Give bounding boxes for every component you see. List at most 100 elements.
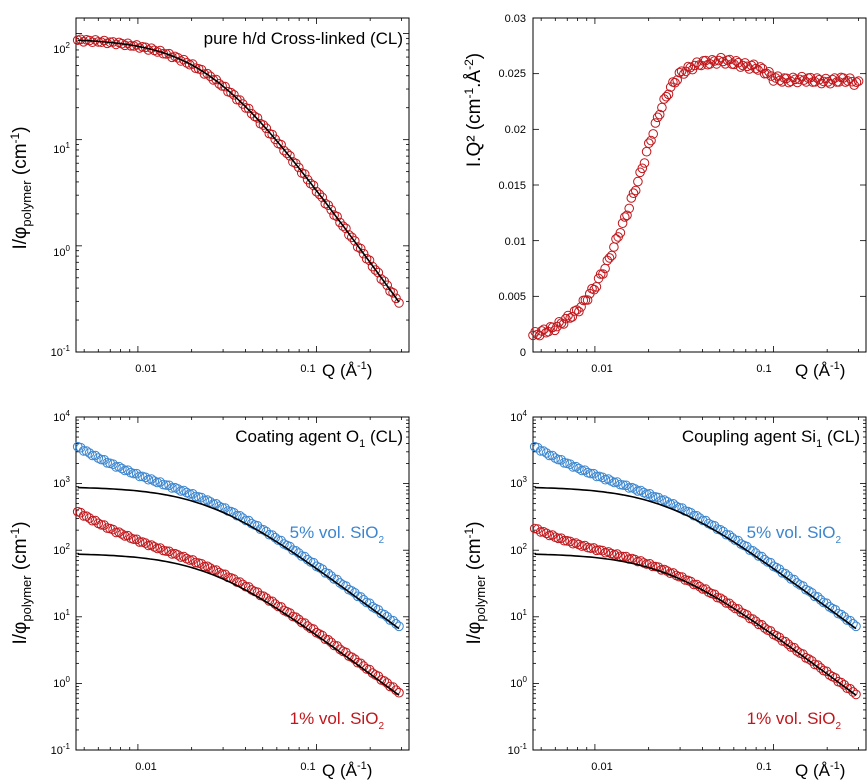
data-point: [117, 529, 127, 539]
data-point: [641, 146, 652, 157]
data-point: [131, 534, 142, 545]
data-point: [792, 646, 802, 656]
data-point: [108, 524, 118, 535]
data-point: [376, 274, 387, 284]
plot-frame: [75, 17, 410, 353]
y-tick-label: 102: [510, 542, 527, 557]
fit-line: [534, 553, 857, 696]
data-point: [394, 298, 404, 308]
data-point: [689, 579, 699, 590]
y-tick-label: 103: [53, 475, 70, 490]
data-point: [205, 71, 216, 82]
data-point: [96, 454, 107, 465]
y-tick-label: 100: [53, 675, 70, 690]
fit-line: [77, 486, 400, 630]
data-point: [541, 528, 552, 539]
fit-line: [534, 486, 857, 630]
data-point: [630, 484, 640, 494]
data-point: [804, 654, 814, 664]
data-point: [676, 66, 687, 76]
data-point: [755, 62, 766, 72]
data-point: [565, 459, 575, 470]
y-axis-label: I/φpolymer (cm-1): [462, 521, 488, 644]
data-point: [164, 480, 174, 491]
data-point: [588, 543, 599, 553]
data-point: [199, 69, 210, 79]
series-label-1pct: 1% vol. SiO2: [747, 709, 842, 732]
x-tick-label: 0.1: [756, 761, 771, 773]
data-point: [636, 485, 646, 496]
data-point: [647, 491, 658, 502]
data-point: [654, 109, 665, 120]
data-point: [697, 584, 708, 594]
data-point: [771, 631, 782, 641]
data-point: [75, 507, 86, 518]
data-point: [639, 158, 650, 168]
data-point: [677, 572, 687, 582]
data-point: [836, 677, 847, 688]
data-point: [146, 474, 157, 484]
data-point: [317, 192, 328, 203]
data-point: [179, 551, 189, 562]
data-point: [202, 68, 213, 79]
panel-title: pure h/d Cross-linked (CL): [204, 29, 403, 48]
data-point: [650, 118, 661, 128]
data-point: [190, 557, 201, 568]
data-point: [799, 75, 809, 85]
data-point: [647, 561, 658, 572]
data-point: [600, 263, 610, 274]
panel-d: 0.01 0.1 104 103 102 101 100 10-1 I/φpol…: [462, 409, 867, 780]
data-point: [258, 120, 269, 130]
data-point: [851, 689, 861, 700]
data-point: [580, 465, 590, 476]
data-point: [652, 112, 663, 123]
panel-b: 0.01 0.1 0.03 0.025 0.02 0.015 0.01 0.00…: [462, 13, 867, 380]
data-point: [563, 310, 573, 321]
y-tick-label: 100: [510, 675, 527, 690]
y-tick-label: 0: [520, 347, 526, 359]
data-point: [252, 113, 263, 123]
data-point: [585, 543, 596, 554]
y-axis-label: I/φpolymer (cm-1): [8, 521, 34, 644]
plot-frame: [532, 416, 867, 751]
data-point: [853, 76, 864, 86]
data-point: [622, 210, 632, 221]
y-tick-label: 10-1: [508, 742, 528, 757]
data-point: [128, 468, 139, 479]
data-point: [766, 71, 777, 81]
data-point: [556, 455, 567, 465]
data-point: [604, 253, 615, 263]
data-point: [120, 465, 130, 476]
data-point: [670, 77, 680, 88]
data-point: [591, 545, 602, 556]
data-point: [597, 545, 608, 556]
data-point: [618, 480, 628, 490]
data-point: [544, 530, 555, 541]
data-point: [143, 540, 154, 551]
data-point: [184, 555, 195, 565]
y-tick-label: 0.02: [505, 124, 526, 136]
data-point: [338, 221, 348, 231]
axis-ticks: [76, 416, 409, 751]
data-point: [620, 212, 630, 222]
data-point: [358, 248, 369, 259]
x-tick-label: 0.01: [135, 363, 156, 375]
y-tick-label: 102: [53, 41, 70, 56]
data-point: [611, 234, 621, 244]
data-point: [196, 559, 207, 569]
data-point: [672, 75, 683, 85]
data-point: [824, 670, 835, 680]
y-tick-label: 101: [510, 608, 527, 623]
data-series: [72, 441, 404, 698]
data-point: [249, 111, 260, 122]
y-tick-label: 100: [53, 244, 70, 259]
x-tick-label: 0.01: [135, 761, 156, 773]
data-point: [205, 497, 216, 507]
series-label-5pct: 5% vol. SiO2: [290, 523, 385, 546]
x-axis-label: Q (Å-1): [322, 360, 372, 380]
data-point: [580, 540, 590, 551]
data-point: [588, 468, 599, 479]
data-point: [388, 288, 398, 298]
data-point: [367, 261, 378, 272]
plot-frame: [75, 416, 410, 751]
